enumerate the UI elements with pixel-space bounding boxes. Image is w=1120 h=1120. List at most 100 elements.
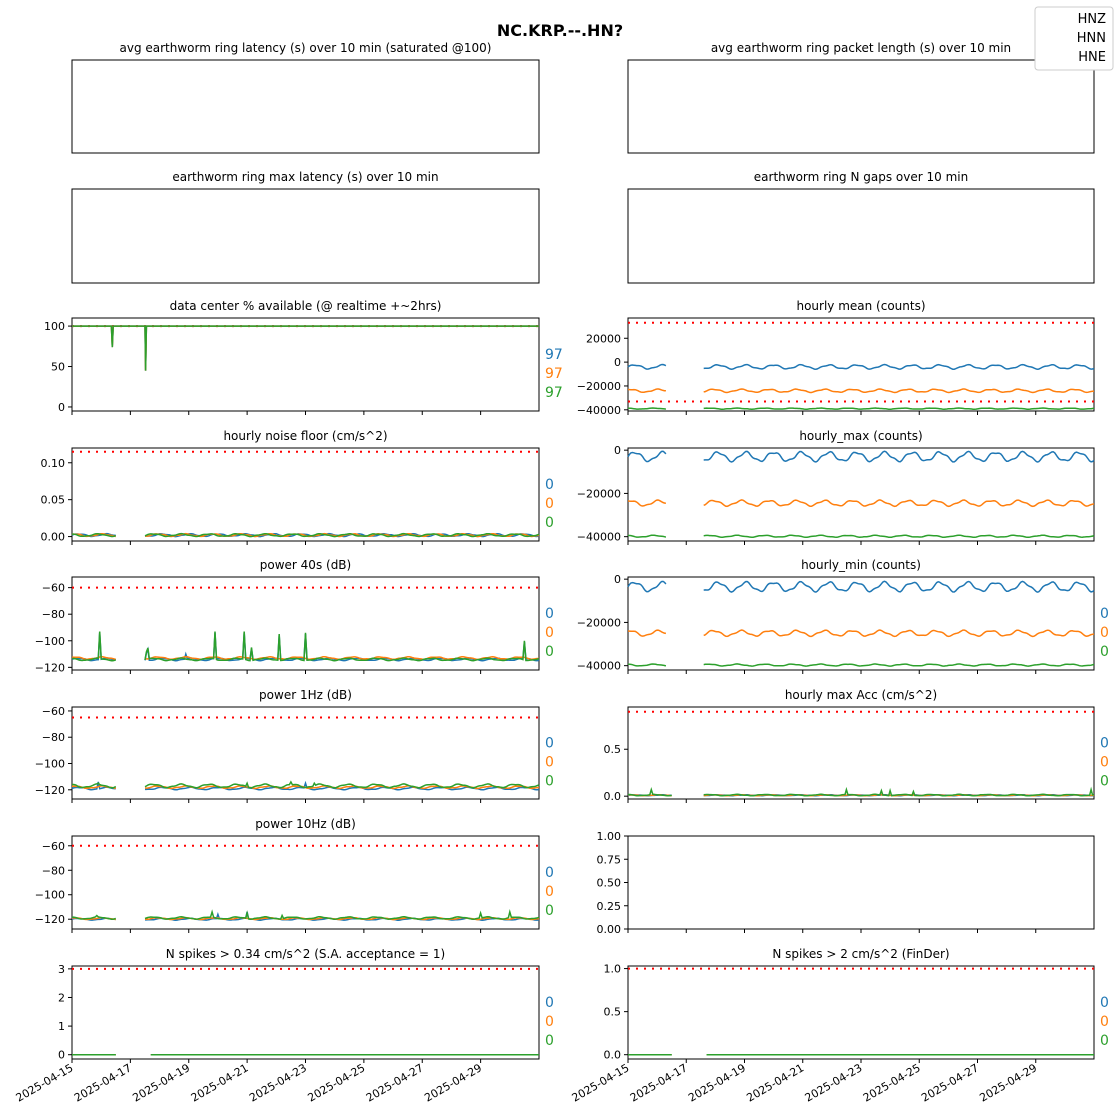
panel-title: hourly noise floor (cm/s^2) xyxy=(223,429,387,443)
panel-title: power 10Hz (dB) xyxy=(255,817,356,831)
y-tick-label: −60 xyxy=(42,582,65,595)
y-tick-label: 0 xyxy=(58,401,65,414)
legend-label-hnz: HNZ xyxy=(1078,12,1107,27)
panel-title: N spikes > 0.34 cm/s^2 (S.A. acceptance … xyxy=(166,947,445,961)
series-line-hnn xyxy=(703,629,1095,638)
y-tick-label: −80 xyxy=(42,608,65,621)
panel-p11: hourly max Acc (cm/s^2) 0.0 0.5 0 0 0 xyxy=(604,688,1109,803)
side-value-hne: 0 xyxy=(545,1033,554,1049)
side-value-hnz: 0 xyxy=(1100,735,1109,751)
y-tick-label: 0.00 xyxy=(41,531,66,544)
plot-frame xyxy=(71,447,540,542)
figure-title: NC.KRP.--.HN? xyxy=(497,21,623,40)
series-line-hnn xyxy=(72,532,116,538)
side-value-hnz: 0 xyxy=(545,477,554,493)
y-tick-label: −80 xyxy=(42,864,65,877)
series-line-hne xyxy=(144,780,540,789)
series-line-hnn xyxy=(627,499,667,507)
y-tick-label: 2 xyxy=(58,991,65,1004)
x-tick-label: 2025-04-27 xyxy=(364,1061,426,1104)
y-tick-label: −40000 xyxy=(577,531,621,544)
side-value-hnz: 0 xyxy=(1100,995,1109,1011)
side-value-hne: 97 xyxy=(545,385,563,401)
legend: HNZ HNN HNE xyxy=(1034,6,1114,71)
x-tick-label: 2025-04-17 xyxy=(628,1061,690,1104)
panel-p5: hourly mean (counts) 20000 0 −20000 −40000 xyxy=(577,299,1095,417)
x-axis-labels: 2025-04-152025-04-172025-04-192025-04-21… xyxy=(14,1061,1040,1104)
x-tick-label: 2025-04-15 xyxy=(14,1061,76,1104)
x-tick-label: 2025-04-23 xyxy=(803,1061,865,1104)
side-value-hnn: 97 xyxy=(545,366,563,382)
side-value-hnz: 0 xyxy=(1100,606,1109,622)
plot-frame xyxy=(71,317,540,412)
x-tick-label: 2025-04-23 xyxy=(247,1061,309,1104)
y-tick-label: 0.5 xyxy=(604,743,622,756)
side-value-hnz: 0 xyxy=(545,606,554,622)
series-line-hnz xyxy=(627,450,667,463)
x-tick-label: 2025-04-19 xyxy=(130,1061,192,1104)
plot-frame xyxy=(627,447,1095,542)
y-tick-label: −40000 xyxy=(577,404,621,417)
series-line-hne xyxy=(703,407,1095,410)
panel-p6: hourly noise floor (cm/s^2) 0.00 0.05 0.10 0… xyxy=(41,429,554,545)
x-tick-label: 2025-04-27 xyxy=(919,1061,981,1104)
y-tick-label: 1.00 xyxy=(597,830,622,843)
y-tick-label: 20000 xyxy=(586,332,621,345)
panel-p14: N spikes > 0.34 cm/s^2 (S.A. acceptance … xyxy=(58,947,554,1063)
side-value-hne: 0 xyxy=(545,644,554,660)
y-tick-label: −120 xyxy=(35,784,65,797)
y-tick-label: 0.5 xyxy=(604,1006,622,1019)
y-tick-label: 0.10 xyxy=(41,457,66,470)
side-value-hnn: 0 xyxy=(1100,625,1109,641)
series-line-hne xyxy=(144,631,540,662)
y-tick-label: 0 xyxy=(614,573,621,586)
side-value-hnn: 0 xyxy=(1100,1014,1109,1030)
y-tick-label: −80 xyxy=(42,731,65,744)
plot-frame xyxy=(71,965,540,1060)
panel-title: hourly_min (counts) xyxy=(801,558,921,572)
series-line-hnz xyxy=(627,580,667,593)
panel-title: avg earthworm ring packet length (s) ove… xyxy=(711,41,1011,55)
x-tick-label: 2025-04-15 xyxy=(570,1061,632,1104)
series-line-hnz xyxy=(72,325,539,371)
x-tick-label: 2025-04-21 xyxy=(744,1061,806,1104)
plot-frame xyxy=(627,706,1095,800)
series-line-hnn xyxy=(703,388,1095,394)
plot-frame xyxy=(627,188,1095,284)
side-value-hne: 0 xyxy=(545,515,554,531)
side-value-hnn: 0 xyxy=(545,754,554,770)
series-line-hnn xyxy=(703,499,1095,508)
x-tick-label: 2025-04-19 xyxy=(686,1061,748,1104)
series-line-hnn xyxy=(72,325,539,371)
panel-p3: earthworm ring N gaps over 10 min xyxy=(627,170,1095,284)
y-tick-label: 0.75 xyxy=(597,853,622,866)
panel-p10: power 1Hz (dB) −60 −80 −100 −120 0 0 0 xyxy=(35,688,554,803)
y-tick-label: 0.25 xyxy=(597,900,622,913)
series-line-hne xyxy=(703,786,1095,797)
y-tick-label: −60 xyxy=(42,705,65,718)
y-tick-label: −100 xyxy=(35,635,65,648)
series-line-hne xyxy=(72,631,117,662)
plot-frame xyxy=(71,835,540,930)
plot-frame xyxy=(627,965,1095,1060)
series-line-hnz xyxy=(627,363,667,370)
panel-title: earthworm ring N gaps over 10 min xyxy=(754,170,968,184)
panel-title: data center % available (@ realtime +~2h… xyxy=(170,299,442,313)
legend-box xyxy=(1034,6,1114,71)
panel-p15: N spikes > 2 cm/s^2 (FinDer) 0.0 0.5 1.0 0 0 0 xyxy=(604,947,1109,1063)
y-tick-label: −20000 xyxy=(577,616,621,629)
side-value-hne: 0 xyxy=(1100,773,1109,789)
series-line-hne xyxy=(628,534,667,538)
plot-frame xyxy=(71,188,540,284)
side-value-hne: 0 xyxy=(1100,1033,1109,1049)
y-tick-label: −100 xyxy=(35,889,65,902)
y-tick-label: 0 xyxy=(614,444,621,457)
panel-title: N spikes > 2 cm/s^2 (FinDer) xyxy=(772,947,949,961)
y-tick-label: −40000 xyxy=(577,660,621,673)
y-tick-label: 0.50 xyxy=(597,877,622,890)
series-line-hnn xyxy=(627,388,666,394)
y-tick-label: 0 xyxy=(58,1049,65,1062)
panel-title: hourly mean (counts) xyxy=(796,299,925,313)
series-line-hnn xyxy=(627,629,667,637)
y-tick-label: 50 xyxy=(51,361,65,374)
